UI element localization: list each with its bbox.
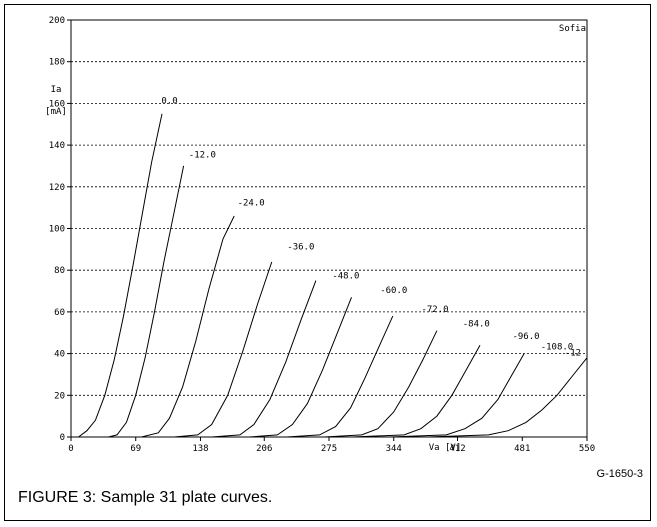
y-tick-label: 60 [54,308,65,318]
figure-id: G-1650-3 [596,468,643,480]
y-tick-label: 140 [49,141,65,151]
plate-curve [324,330,438,438]
plate-curve [108,165,185,438]
x-tick-label: 412 [449,444,465,454]
y-tick-label: 0 [60,433,65,443]
y-tick-label: 80 [54,266,65,276]
curve-label: 0.0 [161,96,177,106]
x-tick-label: 550 [579,444,595,454]
plate-curve [249,297,352,438]
curve-label: -96.0 [512,332,539,342]
x-tick-label: 69 [130,444,141,454]
plate-curve [389,353,525,438]
y-axis-label-line1: Ia [51,85,62,95]
figure-caption: FIGURE 3: Sample 31 plate curves. [18,489,273,506]
curve-label: -84.0 [463,319,490,329]
x-tick-label: 206 [256,444,272,454]
plate-curve [211,280,317,438]
figure-frame [4,4,651,521]
y-tick-label: 120 [49,183,65,193]
x-tick-label: 0 [68,444,73,454]
plate-curve [78,113,163,438]
curve-label: -12.0 [189,151,216,161]
y-tick-label: 200 [49,16,65,26]
y-tick-label: 180 [49,58,65,68]
y-tick-label: 40 [54,350,65,360]
curve-label: -36.0 [287,242,314,252]
curve-label: -72.0 [421,305,448,315]
x-tick-label: 275 [321,444,337,454]
curve-label: -108.0 [541,342,574,352]
x-tick-label: 481 [514,444,530,454]
y-axis-label-line2: [mA] [45,107,67,117]
curve-label: -12 [565,349,581,359]
x-axis-label: Va [V] [429,443,462,453]
x-tick-label: 138 [192,444,208,454]
plate-curve [286,315,394,438]
plate-curve [174,261,273,438]
plate-curve [352,345,481,438]
plate-curve [427,357,588,438]
curve-label: -48.0 [332,272,359,282]
plate-curve [141,215,235,438]
chart-brand: Sofia [559,24,586,34]
y-tick-label: 20 [54,391,65,401]
x-tick-label: 344 [386,444,402,454]
y-tick-label: 100 [49,225,65,235]
curve-label: -24.0 [238,199,265,209]
curve-label: -60.0 [380,286,407,296]
y-tick-label: 160 [49,99,65,109]
